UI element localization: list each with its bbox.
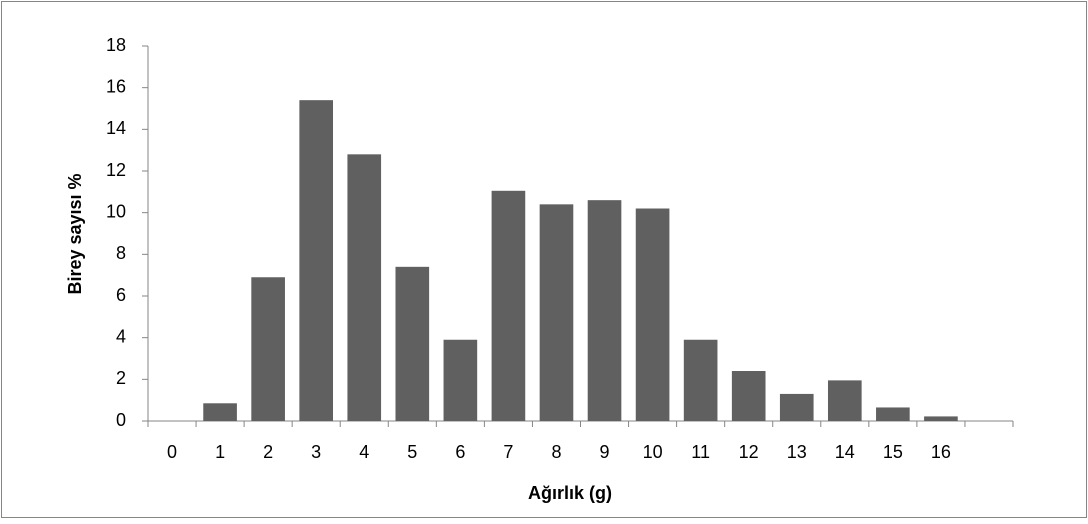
bar: [876, 407, 910, 421]
y-tick-label: 6: [116, 285, 126, 305]
y-tick-label: 14: [106, 118, 126, 138]
bar: [491, 190, 526, 421]
x-tick-label: 9: [600, 442, 610, 462]
x-tick-label: 16: [931, 442, 951, 462]
y-tick-label: 16: [106, 76, 126, 96]
bar: [203, 403, 237, 421]
x-tick-label: 0: [167, 442, 177, 462]
y-tick-label: 10: [106, 201, 126, 221]
y-tick-label: 12: [106, 160, 126, 180]
x-tick-label: 10: [643, 442, 663, 462]
bar: [299, 100, 334, 422]
x-tick-label: 1: [215, 442, 225, 462]
y-tick-label: 2: [116, 368, 126, 388]
x-tick-label: 12: [739, 442, 759, 462]
bar: [683, 339, 718, 421]
x-tick-label: 13: [787, 442, 807, 462]
x-tick-label: 11: [691, 442, 710, 462]
y-axis-title: Birey sayısı %: [65, 173, 85, 294]
x-tick-label: 2: [263, 442, 273, 462]
x-tick-label: 8: [551, 442, 561, 462]
x-axis-title: Ağırlık (g): [528, 483, 612, 503]
bar: [779, 393, 814, 421]
x-tick-label: 15: [883, 442, 903, 462]
x-tick-label: 6: [455, 442, 465, 462]
bar: [635, 208, 670, 421]
bar: [587, 200, 622, 421]
x-tick-label: 3: [311, 442, 321, 462]
x-tick-label: 7: [503, 442, 513, 462]
bar: [827, 380, 862, 421]
x-tick-label: 14: [835, 442, 855, 462]
bar: [443, 339, 478, 421]
bar: [924, 416, 958, 421]
bar: [539, 204, 574, 421]
y-tick-label: 8: [116, 243, 126, 263]
bar: [347, 154, 382, 422]
bar: [731, 371, 766, 421]
x-tick-label: 4: [359, 442, 369, 462]
y-tick-label: 18: [106, 35, 126, 55]
y-tick-label: 0: [116, 410, 126, 430]
bar: [395, 266, 430, 421]
y-tick-label: 4: [116, 326, 126, 346]
x-tick-label: 5: [407, 442, 417, 462]
bar: [251, 277, 285, 421]
